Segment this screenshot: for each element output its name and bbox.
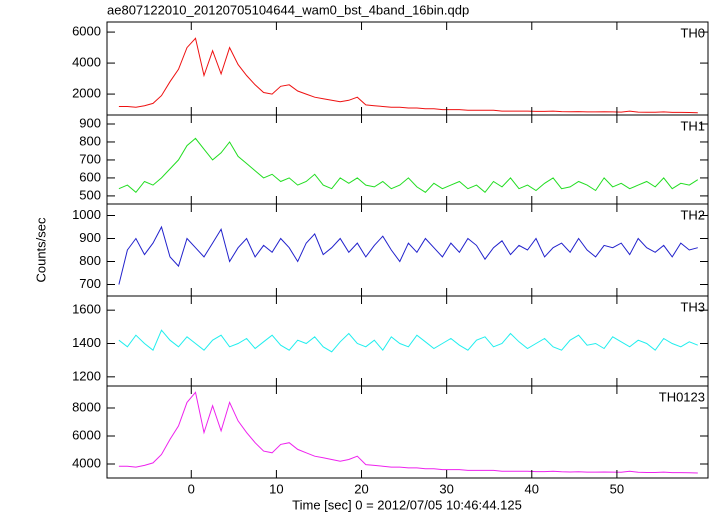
x-axis-label: Time [sec] 0 = 2012/07/05 10:46:44.125 [292, 497, 522, 512]
panel-label: TH0123 [659, 389, 705, 404]
y-tick-label: 900 [79, 115, 101, 130]
panel-label: TH1 [680, 118, 705, 133]
x-tick-label: 20 [354, 481, 368, 496]
x-tick-label: 10 [269, 481, 283, 496]
chart-title: ae807122010_20120705104644_wam0_bst_4ban… [107, 2, 469, 17]
series-line [118, 37, 698, 114]
y-axis-label: Counts/sec [33, 217, 48, 283]
y-tick-label: 2000 [72, 86, 101, 101]
panel-frame [106, 21, 709, 116]
panel-label: TH0 [680, 25, 705, 40]
series-line [118, 137, 699, 194]
y-tick-label: 600 [79, 169, 101, 184]
series-line [118, 391, 698, 474]
x-tick-label: 30 [439, 481, 453, 496]
panel-label: TH2 [680, 207, 705, 222]
y-tick-label: 6000 [72, 427, 101, 442]
x-tick-label: 40 [525, 481, 539, 496]
x-tick-label: 50 [610, 481, 624, 496]
y-tick-label: 700 [79, 276, 101, 291]
y-tick-label: 4000 [72, 455, 101, 470]
panel-frame [106, 385, 709, 479]
y-tick-label: 4000 [72, 55, 101, 70]
series-line [118, 225, 698, 285]
y-tick-label: 500 [79, 187, 101, 202]
y-tick-label: 800 [79, 133, 101, 148]
y-tick-label: 900 [79, 230, 101, 245]
y-tick-label: 800 [79, 253, 101, 268]
y-tick-label: 8000 [72, 399, 101, 414]
y-tick-label: 1200 [72, 368, 101, 383]
panel-frame [106, 114, 709, 205]
y-tick-label: 6000 [72, 24, 101, 39]
x-tick-label: 0 [188, 481, 195, 496]
series-line [118, 329, 698, 353]
y-tick-label: 1600 [72, 302, 101, 317]
y-tick-label: 1000 [72, 207, 101, 222]
y-tick-label: 1400 [72, 335, 101, 350]
panel-frame [106, 295, 709, 387]
panel-label: TH3 [680, 299, 705, 314]
y-tick-label: 700 [79, 151, 101, 166]
